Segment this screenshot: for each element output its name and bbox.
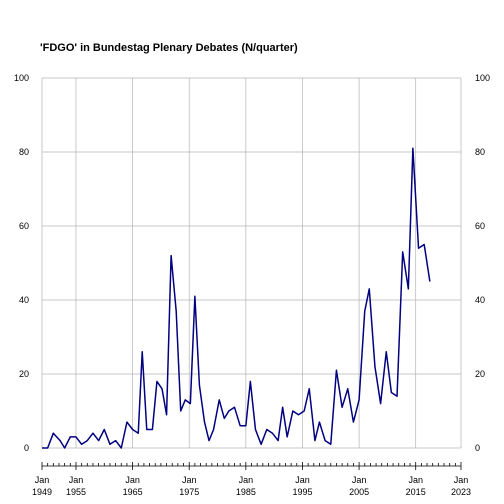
y-tick-label-left-80: 80 — [19, 147, 29, 157]
x-tick-month-2015: Jan — [408, 475, 423, 485]
x-tick-month-1955: Jan — [69, 475, 84, 485]
x-tick-year-1995: 1995 — [292, 487, 312, 497]
y-tick-label-left-100: 100 — [14, 73, 29, 83]
x-tick-year-2023: 2023 — [451, 487, 471, 497]
y-tick-label-left-0: 0 — [24, 443, 29, 453]
x-tick-year-1949: 1949 — [32, 487, 52, 497]
y-tick-label-left-20: 20 — [19, 369, 29, 379]
x-tick-month-1965: Jan — [125, 475, 140, 485]
axes: 0 0 20 20 40 40 60 60 80 80 100 100 Jan 1949 Jan 1955 Ja… — [14, 73, 490, 497]
series-layer — [42, 147, 431, 449]
x-tick-year-1965: 1965 — [123, 487, 143, 497]
x-tick-month-2023: Jan — [454, 475, 469, 485]
x-tick-year-1985: 1985 — [236, 487, 256, 497]
y-tick-label-right-60: 60 — [475, 221, 485, 231]
x-tick-year-2015: 2015 — [406, 487, 426, 497]
y-tick-label-left-60: 60 — [19, 221, 29, 231]
x-tick-month-1995: Jan — [295, 475, 310, 485]
grid-lines — [41, 77, 462, 449]
y-tick-label-left-40: 40 — [19, 295, 29, 305]
x-tick-month-1949: Jan — [35, 475, 50, 485]
y-tick-label-right-100: 100 — [475, 73, 490, 83]
series-line-0 — [42, 147, 431, 449]
x-tick-year-1975: 1975 — [179, 487, 199, 497]
x-tick-month-2005: Jan — [352, 475, 367, 485]
y-tick-label-right-20: 20 — [475, 369, 485, 379]
x-tick-year-1955: 1955 — [66, 487, 86, 497]
y-tick-label-right-40: 40 — [475, 295, 485, 305]
y-tick-label-right-80: 80 — [475, 147, 485, 157]
y-tick-label-right-0: 0 — [475, 443, 480, 453]
x-tick-year-2005: 2005 — [349, 487, 369, 497]
x-tick-month-1975: Jan — [182, 475, 197, 485]
chart-title: 'FDGO' in Bundestag Plenary Debates (N/q… — [40, 42, 298, 54]
x-tick-month-1985: Jan — [239, 475, 254, 485]
